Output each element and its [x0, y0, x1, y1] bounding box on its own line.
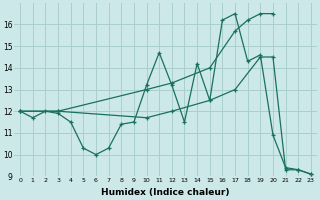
- X-axis label: Humidex (Indice chaleur): Humidex (Indice chaleur): [101, 188, 230, 197]
